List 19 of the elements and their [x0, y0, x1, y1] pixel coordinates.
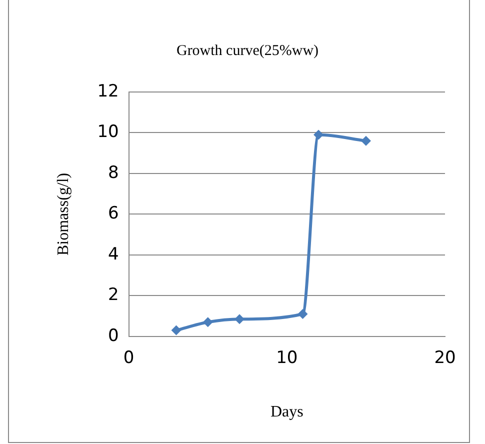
chart-title: Growth curve(25%ww) — [176, 42, 319, 59]
point — [298, 308, 308, 319]
point — [360, 136, 371, 146]
y-tick-label: 2 — [108, 285, 119, 306]
point — [314, 130, 324, 140]
point — [202, 317, 213, 328]
x-tick-label: 10 — [276, 348, 298, 368]
y-axis-title: Biomass(g/l) — [54, 172, 72, 256]
y-tick-label: 8 — [108, 162, 119, 183]
y-tick-label: 10 — [97, 122, 119, 142]
y-tick-label: 0 — [108, 326, 119, 346]
y-tick-label: 6 — [108, 204, 119, 224]
y-tick-label: 12 — [97, 81, 119, 102]
x-axis-title: Days — [270, 404, 304, 421]
point — [234, 314, 244, 324]
point — [171, 325, 182, 336]
x-tick-label: 0 — [123, 348, 134, 368]
x-tick-label: 20 — [434, 348, 456, 368]
y-tick-label: 4 — [108, 244, 119, 264]
